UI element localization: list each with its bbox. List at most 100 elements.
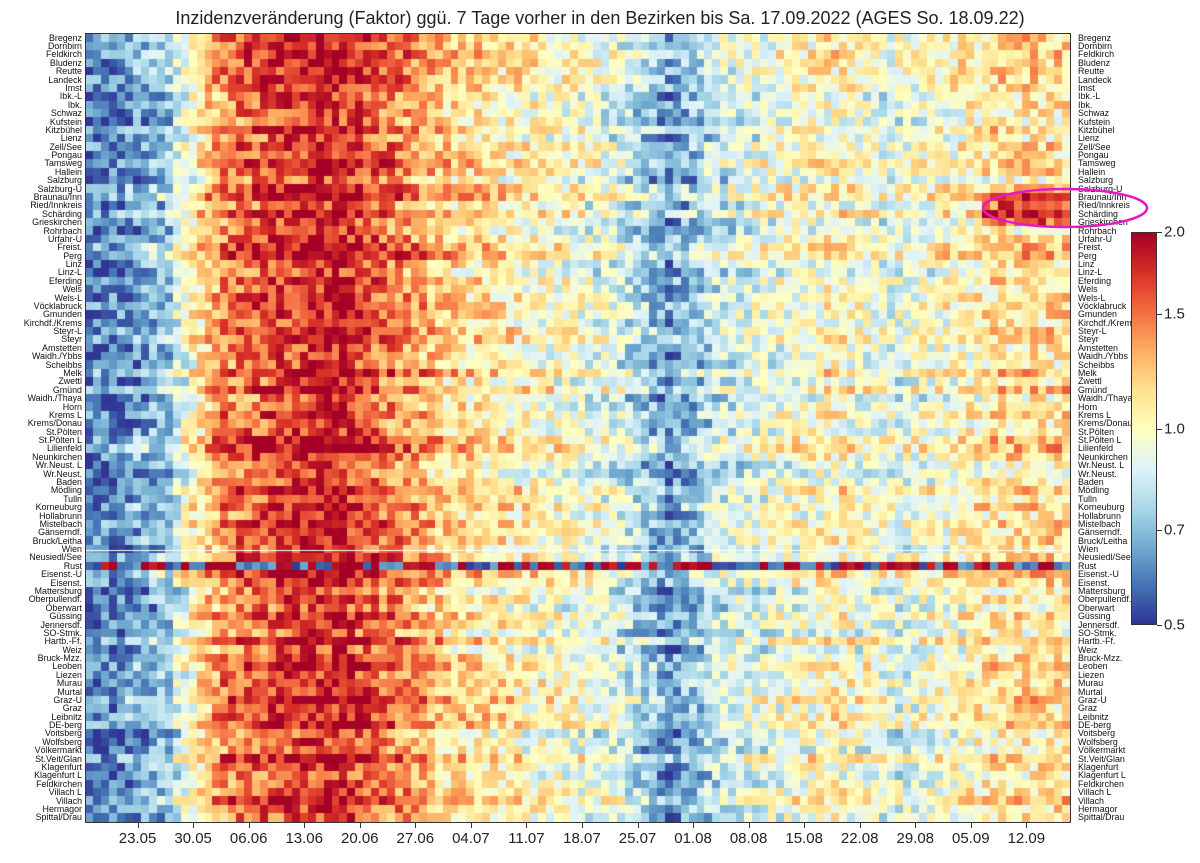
row-label-left: Steyr [61,334,82,345]
row-label-left: Waidh./Ybbs [32,351,82,362]
colorbar-segment [1131,271,1157,276]
colorbar-segment [1131,546,1157,551]
colorbar-segment [1131,356,1157,361]
row-label-left: Neunkirchen [32,451,82,462]
colorbar-segment [1131,588,1157,593]
colorbar-segment [1131,425,1157,430]
row-label-left: St.Pölten L [38,435,82,446]
x-tick-mark [970,823,972,828]
colorbar-segment [1131,526,1157,531]
row-label-left: Zwettl [58,376,82,387]
row-label-right: Neunkirchen [1078,452,1128,462]
row-label-left: Graz [62,703,82,714]
row-label-right: Villach L [1078,788,1112,798]
colorbar-segment [1131,418,1157,423]
row-label-right: Tulln [1078,494,1097,504]
x-tick-mark [804,823,806,828]
row-label-left: Mödling [50,485,82,496]
x-tick-label: 25.07 [618,830,657,847]
x-tick-mark [359,823,361,828]
x-tick-label: 05.09 [952,830,990,847]
row-label-left: Rust [63,560,82,571]
row-label-right: Waidh./Thaya [1078,394,1133,404]
colorbar-segment [1131,621,1157,625]
colorbar-segment [1131,241,1157,246]
row-label-left: Güssing [49,611,82,622]
x-tick-label: 30.05 [174,830,212,847]
colorbar-segment [1131,258,1157,263]
row-label-left: Eisenst. [50,577,82,588]
colorbar-segment [1131,539,1157,544]
row-label-left: Weiz [62,644,82,655]
colorbar-segment [1131,268,1157,272]
colorbar-segment [1131,428,1157,433]
x-tick-mark [304,823,306,828]
colorbar-segment [1131,261,1157,266]
row-label-right: Bruck-Mzz. [1078,654,1123,664]
row-label-right: Klagenfurt [1078,763,1119,772]
row-label-right: Steyr-L [1078,327,1107,337]
row-label-right: Wels [1078,285,1098,295]
colorbar-segment [1131,376,1157,380]
row-label-right: DE-berg [1078,721,1112,731]
colorbar-segment [1131,382,1157,387]
row-label-right: SO-Stmk. [1078,628,1117,638]
x-tick-mark [637,823,639,828]
colorbar-segment [1131,598,1157,603]
highlight-ellipse [981,187,1149,229]
row-label-right: Eferding [1078,276,1112,286]
row-label-left: Mistelbach [39,518,82,529]
row-label-left: Bludenz [49,57,82,68]
row-label-left: Wr.Neust. L [35,460,82,471]
row-label-left: Grieskirchen [32,217,82,228]
colorbar-segment [1131,421,1157,426]
row-label-left: Baden [56,476,82,487]
row-label-left: Amstetten [42,342,82,353]
row-label-right: Leibnitz [1078,712,1109,722]
row-label-left: Spittal/Drau [35,812,82,823]
row-label-left: Hallein [54,166,82,177]
row-label-right: Kufstein [1078,117,1111,127]
row-label-right: Salzburg-U [1078,184,1123,194]
colorbar-segment [1131,235,1157,240]
colorbar-segment [1131,317,1157,322]
colorbar-segment [1131,300,1157,305]
row-label-right: Krems L [1078,410,1112,420]
row-label-right: Liezen [1078,670,1105,680]
row-label-left: Lienz [60,133,82,144]
row-label-right: Schärding [1078,209,1118,219]
row-label-right: Bruck/Leitha [1078,536,1128,546]
row-label-right: Zell/See [1078,142,1111,152]
colorbar-segment [1131,611,1157,616]
colorbar-tick-label: 1.0 [1164,420,1185,437]
x-tick-mark [193,823,195,828]
row-label-right: Ibk.-L [1078,92,1101,102]
row-label-right: Kirchdf./Krems [1078,318,1136,328]
colorbar-segment [1131,457,1157,462]
row-label-right: Baden [1078,477,1104,487]
x-tick-mark [470,823,472,828]
colorbar-segment [1131,326,1157,331]
row-label-left: Feldkirchen [36,778,82,789]
row-label-left: Melk [63,368,82,378]
row-label-right: Wr.Neust. L [1078,461,1125,471]
row-label-right: Hermagor [1078,804,1118,814]
x-tick-mark [248,823,250,828]
row-label-right: Krems/Donau [1078,419,1133,429]
colorbar-segment [1131,254,1157,259]
colorbar-segment [1131,359,1157,364]
colorbar-tick-mark [1157,625,1162,626]
row-label-left: Oberwart [45,602,83,613]
colorbar-segment [1131,346,1157,351]
x-tick-label: 06.06 [229,830,268,847]
row-label-left: Urfahr-U [47,233,82,244]
row-label-left: Scheibbs [45,359,82,370]
row-label-left: Imst [65,82,82,93]
row-label-right: Ibk. [1078,100,1093,110]
row-label-left: Tamsweg [44,158,82,169]
row-label-right: Horn [1078,402,1098,412]
row-label-right: Murtal [1078,687,1103,697]
row-label-right: Freist. [1078,243,1103,253]
row-label-right: Wien [1078,545,1099,555]
row-label-left: Pongau [51,150,82,161]
